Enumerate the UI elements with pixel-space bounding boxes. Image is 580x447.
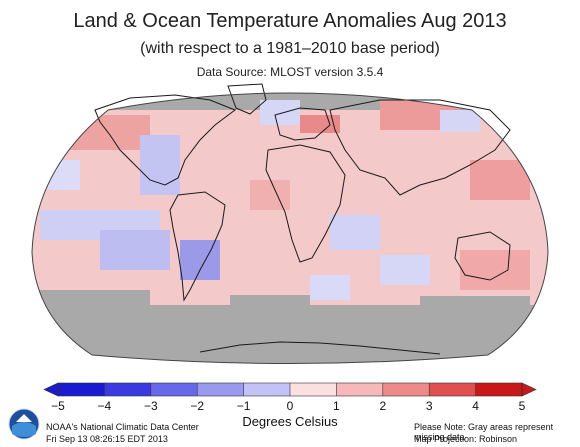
australia-outline: [454, 231, 511, 281]
cool-patch: [32, 160, 80, 190]
colorbar-left-arrow: [43, 382, 59, 397]
note-line-1: Please Note: Gray areas represent missin…: [414, 422, 554, 442]
colorbar-tick-label: −2: [190, 399, 205, 413]
cool-patch: [330, 215, 380, 250]
colorbar-segment: [150, 383, 198, 396]
colorbar: [43, 382, 537, 397]
noaa-logo-icon: [8, 408, 40, 440]
colorbar-segment: [197, 383, 245, 396]
colorbar-segment: [382, 383, 430, 396]
credit-line-1: NOAA's National Climatic Data Center: [46, 422, 199, 432]
colorbar-segment: [58, 383, 105, 396]
cool-patch: [180, 240, 220, 280]
colorbar-segment: [104, 383, 152, 396]
warm-patch: [300, 115, 340, 133]
data-source: Data Source: MLOST version 3.5.4: [196, 65, 384, 79]
coastlines: [94, 83, 511, 355]
colorbar-segment: [475, 383, 523, 396]
colorbar-tick-label: 2: [379, 399, 387, 413]
colorbar-tick-label: 4: [472, 399, 479, 413]
colorbar-tick-label: 3: [425, 399, 433, 413]
map-title: Land & Ocean Temperature Anomalies Aug 2…: [73, 10, 507, 32]
colorbar-segment: [290, 383, 337, 396]
cool-patch: [310, 275, 350, 300]
warm-patch: [460, 250, 530, 290]
cool-patch: [140, 135, 180, 195]
colorbar-segment: [429, 383, 477, 396]
greenland-outline: [227, 83, 267, 115]
cool-patch: [100, 230, 170, 270]
colorbar-tick-label: −4: [97, 399, 112, 413]
map-subtitle: (with respect to a 1981–2010 base period…: [140, 40, 440, 57]
africa-outline: [265, 144, 346, 263]
antarctica-outline: [199, 341, 441, 355]
south-america-outline: [169, 191, 226, 302]
warm-patch: [470, 160, 530, 200]
colorbar-tick-label: −1: [236, 399, 251, 413]
colorbar-tick-label: 5: [518, 399, 526, 413]
asia-outline: [329, 99, 511, 196]
cool-patch: [440, 110, 480, 132]
colorbar-segment: [336, 383, 384, 396]
map-border: [31, 92, 549, 364]
colorbar-tick-label: 0: [286, 399, 294, 413]
colorbar-segment: [243, 383, 291, 396]
colorbar-tick-label: 1: [333, 399, 340, 413]
note-line-2: Map Projection: Robinson: [414, 434, 518, 444]
credit-line-2: Fri Sep 13 08:26:15 EDT 2013: [46, 434, 168, 444]
antarctic-missing: [32, 305, 548, 364]
colorbar-tick-label: −5: [51, 399, 65, 413]
colorbar-units: Degrees Celsius: [242, 414, 338, 429]
warm-patch: [250, 180, 290, 210]
cool-patch: [260, 100, 300, 125]
colorbar-right-arrow: [521, 382, 537, 397]
cool-patch: [380, 255, 430, 285]
colorbar-tick-label: −3: [143, 399, 158, 413]
europe-outline: [274, 107, 331, 141]
